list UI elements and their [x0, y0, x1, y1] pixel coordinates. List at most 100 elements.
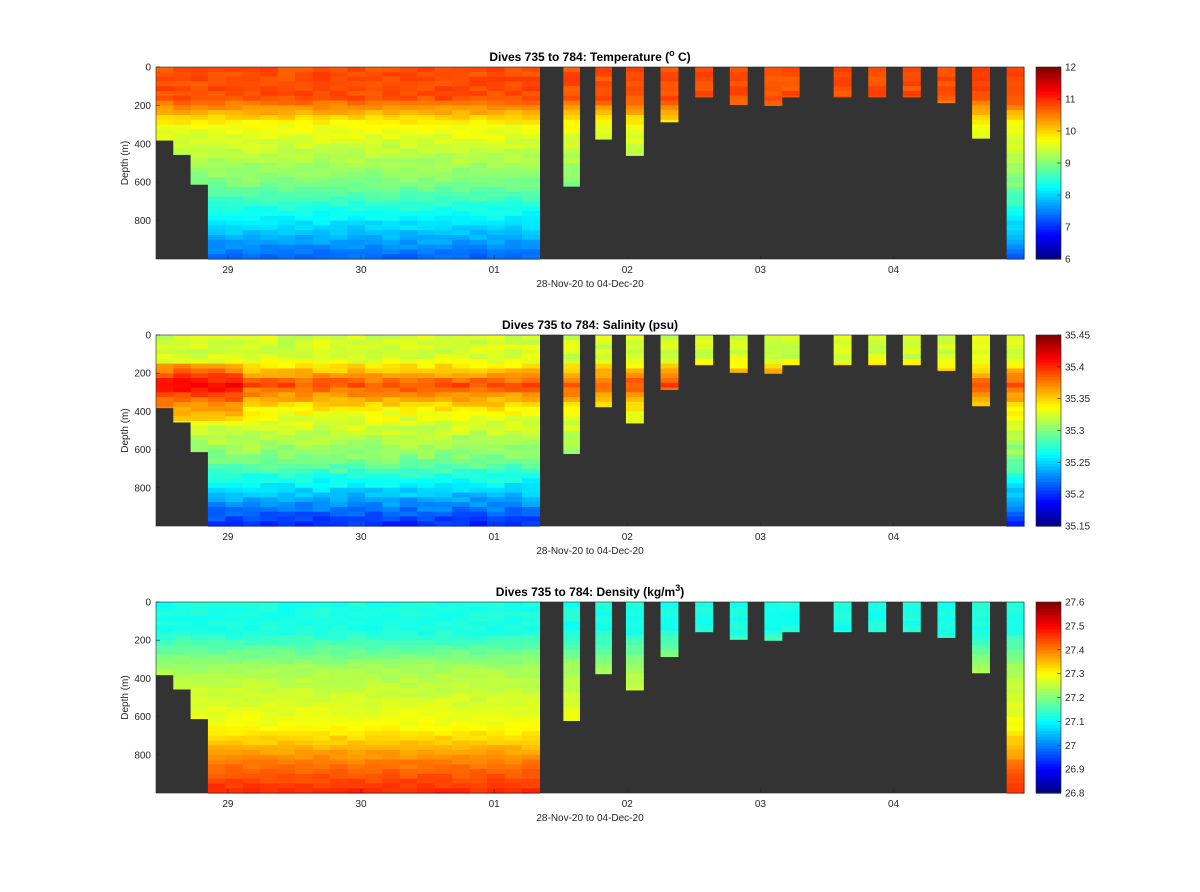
- heatmap-cell: [260, 769, 279, 775]
- colorbar-swatch: [1036, 373, 1061, 378]
- heatmap-cell: [487, 392, 506, 398]
- heatmap-cell: [417, 483, 436, 489]
- heatmap-cell: [902, 339, 921, 346]
- heatmap-cell: [434, 754, 453, 761]
- heatmap-cell: [695, 81, 714, 87]
- heatmap-cell: [563, 115, 580, 121]
- heatmap-cell: [347, 225, 366, 231]
- heatmap-cell: [660, 654, 679, 658]
- heatmap-cell: [1006, 211, 1025, 217]
- heatmap-cell: [1006, 100, 1025, 106]
- colorbar-swatch: [1036, 781, 1061, 785]
- heatmap-cell: [521, 630, 541, 637]
- x-tick-label: 02: [622, 265, 634, 276]
- heatmap-cell: [417, 100, 436, 106]
- heatmap-cell: [417, 225, 436, 231]
- heatmap-cell: [382, 177, 401, 183]
- heatmap-cell: [487, 119, 506, 126]
- heatmap-cell: [347, 773, 366, 780]
- heatmap-cell: [207, 769, 226, 775]
- heatmap-cell: [242, 783, 261, 789]
- heatmap-cell: [399, 377, 418, 384]
- heatmap-cell: [417, 621, 436, 627]
- heatmap-cell: [434, 420, 453, 427]
- heatmap-cell: [487, 516, 506, 522]
- colorbar-swatch: [1036, 463, 1061, 467]
- heatmap-cell: [312, 640, 331, 646]
- heatmap-cell: [156, 105, 174, 111]
- heatmap-cell: [277, 483, 296, 489]
- heatmap-cell: [173, 71, 192, 78]
- heatmap-cell: [190, 91, 209, 97]
- heatmap-cell: [399, 363, 418, 370]
- heatmap-cell: [260, 235, 279, 241]
- heatmap-cell: [330, 211, 349, 217]
- heatmap-cell: [399, 211, 418, 217]
- heatmap-cell: [452, 187, 471, 193]
- heatmap-cell: [190, 692, 209, 699]
- heatmap-cell: [277, 201, 296, 207]
- heatmap-cell: [521, 335, 541, 341]
- heatmap-cell: [330, 148, 349, 154]
- heatmap-cell: [937, 630, 956, 637]
- heatmap-cell: [469, 668, 488, 675]
- heatmap-cell: [1006, 435, 1025, 441]
- heatmap-cell: [156, 668, 174, 675]
- heatmap-cell: [1006, 707, 1025, 713]
- colorbar-swatch: [1036, 247, 1061, 251]
- heatmap-cell: [469, 730, 488, 737]
- heatmap-cell: [868, 630, 887, 633]
- heatmap-cell: [434, 707, 453, 713]
- heatmap-cell: [660, 368, 679, 374]
- heatmap-cell: [382, 119, 401, 126]
- heatmap-cell: [242, 602, 261, 608]
- heatmap-cell: [417, 397, 436, 403]
- heatmap-cell: [260, 411, 279, 417]
- heatmap-cell: [625, 683, 644, 689]
- heatmap-cell: [434, 435, 453, 441]
- heatmap-cell: [399, 502, 418, 508]
- heatmap-cell: [173, 406, 192, 412]
- heatmap-cell: [434, 511, 453, 518]
- heatmap-cell: [312, 368, 331, 374]
- heatmap-cell: [469, 764, 488, 770]
- cast-column: [729, 602, 748, 640]
- heatmap-cell: [937, 349, 956, 355]
- heatmap-cell: [364, 478, 383, 484]
- heatmap-cell: [399, 172, 418, 178]
- heatmap-cell: [469, 454, 488, 460]
- heatmap-cell: [207, 358, 226, 365]
- heatmap-cell: [207, 463, 226, 470]
- colorbar-swatch: [1036, 733, 1061, 737]
- heatmap-cell: [504, 143, 523, 150]
- heatmap-cell: [260, 143, 279, 150]
- heatmap-cell: [312, 440, 331, 446]
- heatmap-cell: [347, 124, 366, 130]
- heatmap-cell: [173, 625, 192, 632]
- heatmap-cell: [399, 119, 418, 126]
- heatmap-cell: [260, 630, 279, 637]
- heatmap-cell: [312, 606, 331, 613]
- heatmap-cell: [242, 497, 261, 503]
- heatmap-cell: [695, 354, 714, 360]
- heatmap-cell: [504, 754, 523, 761]
- heatmap-cell: [347, 664, 366, 670]
- heatmap-cell: [399, 196, 418, 202]
- heatmap-cell: [347, 182, 366, 188]
- heatmap-cell: [521, 420, 541, 427]
- heatmap-cell: [330, 335, 349, 341]
- heatmap-cell: [399, 91, 418, 97]
- heatmap-cell: [242, 397, 261, 403]
- heatmap-cell: [277, 230, 296, 236]
- heatmap-cell: [225, 339, 244, 346]
- heatmap-cell: [312, 430, 331, 436]
- heatmap-cell: [469, 105, 488, 111]
- heatmap-cell: [347, 172, 366, 178]
- heatmap-cell: [563, 81, 580, 87]
- heatmap-cell: [660, 373, 679, 379]
- heatmap-cell: [330, 440, 349, 446]
- heatmap-cell: [399, 167, 418, 174]
- heatmap-cell: [260, 783, 279, 789]
- heatmap-cell: [487, 487, 506, 494]
- colorbar-swatch: [1036, 406, 1061, 411]
